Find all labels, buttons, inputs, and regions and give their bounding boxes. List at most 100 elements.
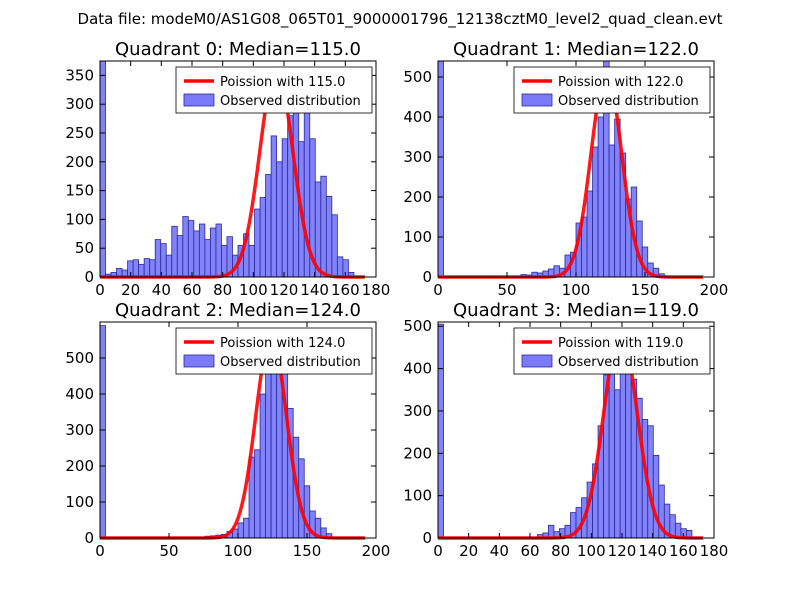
quadrant-2-bar — [99, 325, 106, 539]
quadrant-2-xtick-label: 150 — [293, 542, 322, 560]
quadrant-2-bar — [254, 449, 261, 539]
quadrant-0-legend-label-observed: Observed distribution — [220, 94, 361, 109]
quadrant-1-xtick-label: 150 — [631, 281, 660, 299]
quadrant-1-bar — [586, 190, 593, 278]
quadrant-3-xtick-label: 120 — [608, 542, 637, 560]
quadrant-0-bar — [265, 174, 272, 278]
quadrant-0-legend-label-poisson: Poission with 115.0 — [220, 75, 345, 90]
quadrant-2-bar — [237, 522, 244, 539]
quadrant-3-xtick-label: 160 — [669, 542, 698, 560]
quadrant-2-xtick-label: 50 — [159, 542, 178, 560]
quadrant-0-xtick-label: 140 — [300, 281, 329, 299]
quadrant-0-bar — [149, 259, 156, 278]
quadrant-0-ytick-label: 50 — [75, 239, 94, 257]
quadrant-0-xtick-label: 160 — [331, 281, 360, 299]
quadrant-3-bar — [625, 357, 632, 539]
quadrant-3-ytick-label: 0 — [422, 529, 432, 547]
quadrant-0-xtick-label: 60 — [182, 281, 201, 299]
quadrant-0-bar — [331, 214, 338, 278]
quadrant-1-xtick-label: 0 — [433, 281, 443, 299]
quadrant-1-legend-label-observed: Observed distribution — [558, 94, 699, 109]
quadrant-0-ytick-label: 300 — [65, 95, 94, 113]
quadrant-3-axes-frame — [437, 321, 715, 539]
quadrant-3-ytick-label: 400 — [403, 360, 432, 378]
quadrant-2-ytick-label: 100 — [65, 493, 94, 511]
quadrant-0-bar — [132, 259, 140, 278]
quadrant-3-title: Quadrant 3: Median=119.0 — [453, 300, 699, 321]
quadrant-1-xtick-label: 50 — [497, 281, 516, 299]
quadrant-2-ytick-label: 300 — [65, 421, 94, 439]
quadrant-3-xtick-label: 140 — [638, 542, 667, 560]
quadrant-1-ytick-label: 300 — [403, 148, 432, 166]
quadrant-0-bar — [270, 135, 278, 278]
quadrant-0-bar — [320, 175, 327, 278]
quadrant-0-xtick-label: 180 — [362, 281, 391, 299]
quadrant-0-ytick-label: 200 — [65, 153, 94, 171]
quadrant-0-ytick-label: 150 — [65, 182, 94, 200]
quadrant-0-bar — [176, 235, 184, 278]
quadrant-3-bar — [548, 524, 555, 539]
quadrant-2-legend-label-poisson: Poission with 124.0 — [220, 336, 345, 351]
quadrant-0-bar — [209, 227, 217, 278]
quadrant-1-ytick-label: 0 — [422, 268, 432, 286]
quadrant-0-bar — [187, 220, 195, 278]
quadrant-3-legend-label-observed: Observed distribution — [558, 355, 699, 370]
quadrant-1-bar — [597, 116, 605, 278]
quadrant-1-ytick-label: 400 — [403, 108, 432, 126]
quadrant-1-legend-label-poisson: Poission with 122.0 — [558, 75, 683, 90]
quadrant-0-bar — [215, 223, 222, 278]
quadrant-3-legend-bar-swatch — [521, 354, 553, 368]
quadrant-0-bar — [99, 60, 106, 278]
quadrant-0-bar — [204, 239, 211, 278]
quadrant-0-xtick-label: 80 — [213, 281, 232, 299]
figure-suptitle: Data file: modeM0/AS1G08_065T01_90000017… — [78, 10, 723, 29]
quadrant-1-bar — [437, 60, 444, 278]
quadrant-0-bar — [254, 208, 261, 278]
quadrant-1-xtick-label: 200 — [700, 281, 729, 299]
quadrant-0-bar — [165, 254, 173, 278]
quadrant-0-bar — [325, 195, 333, 278]
quadrant-3-xtick-label: 0 — [433, 542, 443, 560]
quadrant-0-xtick-label: 0 — [95, 281, 105, 299]
quadrant-2-legend-label-observed: Observed distribution — [220, 355, 361, 370]
quadrant-0-bar — [143, 258, 151, 278]
quadrant-3-ytick-label: 500 — [403, 317, 432, 335]
quadrant-3-ytick-label: 300 — [403, 402, 432, 420]
quadrant-2-legend-bar-swatch — [183, 354, 215, 368]
quadrant-3-bar — [652, 455, 660, 539]
quadrant-2-ytick-label: 400 — [65, 385, 94, 403]
quadrant-3-bar — [437, 323, 444, 539]
quadrant-0-bar — [154, 239, 162, 278]
quadrant-3-xtick-label: 180 — [700, 542, 729, 560]
quadrant-3-ytick-label: 100 — [403, 487, 432, 505]
quadrant-0-ytick-label: 100 — [65, 210, 94, 228]
quadrant-3-bar — [614, 389, 621, 539]
quadrant-3-legend-label-poisson: Poission with 119.0 — [558, 336, 683, 351]
quadrant-0-xtick-label: 120 — [270, 281, 299, 299]
quadrant-0-bar — [281, 138, 289, 278]
quadrant-0-bar — [160, 243, 167, 278]
quadrant-1-bar — [592, 146, 599, 278]
quadrant-0-bar — [138, 263, 145, 278]
quadrant-2-xtick-label: 100 — [224, 542, 253, 560]
quadrant-1-ytick-label: 100 — [403, 228, 432, 246]
quadrant-2-xtick-label: 200 — [362, 542, 391, 560]
quadrant-0-bar — [276, 161, 283, 278]
quadrant-2-ytick-label: 0 — [84, 529, 94, 547]
quadrant-2-bar — [243, 517, 250, 539]
quadrant-0-xtick-label: 40 — [152, 281, 171, 299]
quadrant-1-ytick-label: 200 — [403, 188, 432, 206]
quadrant-3-xtick-label: 80 — [551, 542, 570, 560]
quadrant-3-xtick-label: 20 — [459, 542, 478, 560]
quadrant-0-xtick-label: 100 — [239, 281, 268, 299]
quadrant-2-bar — [265, 364, 272, 539]
quadrant-3-ytick-label: 200 — [403, 444, 432, 462]
quadrant-2-ytick-label: 500 — [65, 349, 94, 367]
quadrant-1-bar — [608, 144, 616, 278]
quadrant-0-bar — [259, 197, 266, 278]
quadrant-2-ytick-label: 200 — [65, 457, 94, 475]
quadrant-0-bar — [336, 256, 344, 278]
quadrant-3-xtick-label: 40 — [490, 542, 509, 560]
quadrant-0-xtick-label: 20 — [121, 281, 140, 299]
